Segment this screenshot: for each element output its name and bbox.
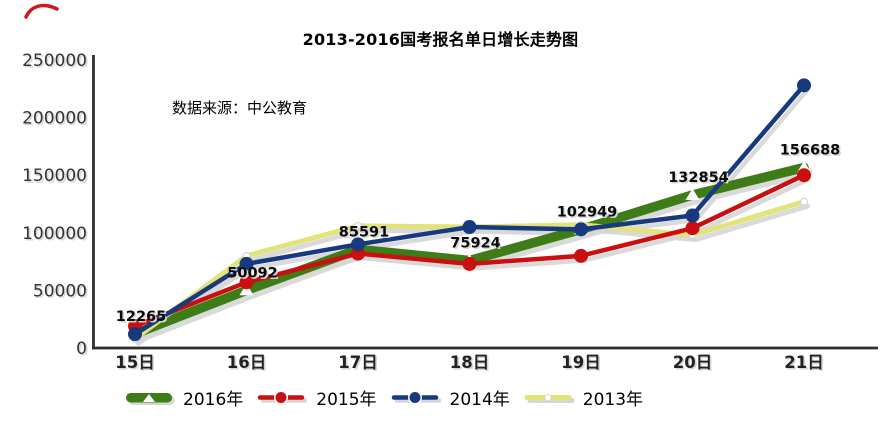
marker-dot-2014年 <box>574 222 588 237</box>
y-tick-label: 250000 <box>22 51 87 71</box>
marker-white-dot-2013年 <box>800 197 808 206</box>
legend-item-2015年: 2015年 <box>257 385 377 410</box>
legend-sample-circle <box>391 390 441 404</box>
data-label: 50092 <box>227 265 277 281</box>
legend-sample-circle <box>258 390 308 404</box>
chart-title: 2013-2016国考报名单日增长走势图 <box>302 30 579 49</box>
x-tick-label-shadow: 19日 <box>563 355 602 374</box>
x-tick-label-shadow: 15日 <box>117 355 156 374</box>
x-tick-label: 19日 <box>561 353 600 372</box>
data-label-shadow: 132854 <box>670 172 731 188</box>
legend-item-2014年: 2014年 <box>391 385 510 410</box>
x-tick-label-shadow: 21日 <box>786 355 825 374</box>
legend-sample-white-dot <box>524 393 575 403</box>
data-label: 85591 <box>339 224 389 240</box>
data-label: 75924 <box>450 236 500 252</box>
marker-dot-2014年 <box>462 220 477 235</box>
x-tick-label-shadow: 17日 <box>340 355 379 374</box>
x-tick-label-shadow: 20日 <box>674 355 713 374</box>
legend-label: 2016年 <box>183 390 244 410</box>
marker-dot-2014年 <box>351 237 365 252</box>
legend-sample-triangle <box>126 392 175 405</box>
legend: 2016年 2015年 2014年 2013年 <box>124 385 643 410</box>
x-tick-label-shadow: 16日 <box>228 355 267 374</box>
marker-dot-2015年 <box>574 248 588 263</box>
y-tick-label-shadow: 200000 <box>24 110 89 130</box>
x-tick-label: 18日 <box>450 353 489 372</box>
marker-dot-2014年 <box>685 208 700 223</box>
y-tick-label: 0 <box>76 339 87 359</box>
marker-triangle-2016年 <box>239 283 254 296</box>
red-mark-artifact-shape <box>24 3 59 19</box>
data-label-shadow: 50092 <box>229 267 279 283</box>
x-tick-label: 20日 <box>673 353 712 372</box>
y-tick-label-shadow: 50000 <box>35 283 89 303</box>
marker-dot-2015年 <box>239 275 254 290</box>
y-tick-label: 150000 <box>22 166 87 186</box>
marker-triangle-2016年 <box>685 188 700 200</box>
data-label-shadow: 85591 <box>340 226 390 242</box>
y-tick-label: 50000 <box>33 281 87 301</box>
x-tick-label-shadow: 18日 <box>451 355 490 374</box>
y-tick-label-shadow: 0 <box>78 341 89 361</box>
marker-dot-2015年 <box>462 256 477 271</box>
data-label-shadow: 75924 <box>452 237 502 253</box>
legend-label: 2013年 <box>582 390 644 410</box>
data-label-shadow: 102949 <box>558 206 619 222</box>
x-tick-label: 17日 <box>338 353 377 372</box>
x-tick-label: 16日 <box>227 353 266 372</box>
y-tick-label: 200000 <box>22 109 87 129</box>
y-tick-label-shadow: 100000 <box>24 225 89 245</box>
red-mark-artifact <box>16 0 76 26</box>
marker-dot-2015年 <box>797 168 811 183</box>
marker-dot-2015年 <box>685 221 700 236</box>
x-tick-label: 21日 <box>784 353 823 372</box>
y-tick-label-shadow: 150000 <box>24 168 89 188</box>
y-tick-label-shadow: 250000 <box>24 53 89 73</box>
legend-label: 2015年 <box>316 390 377 410</box>
data-label-shadow: 12265 <box>117 310 167 326</box>
data-label: 156688 <box>780 142 841 158</box>
data-label: 132854 <box>668 170 729 186</box>
y-tick-label: 100000 <box>22 224 87 244</box>
data-label: 12265 <box>116 309 166 325</box>
legend-item-2013年: 2013年 <box>524 385 643 410</box>
x-tick-label: 15日 <box>115 353 154 372</box>
data-label-shadow: 156688 <box>781 144 842 160</box>
marker-white-dot-2013年 <box>354 221 362 230</box>
source-note: 数据来源：中公教育 <box>172 99 308 117</box>
legend-label: 2014年 <box>449 390 510 410</box>
data-label: 102949 <box>557 204 618 220</box>
marker-dot-2014年 <box>797 78 811 93</box>
marker-dot-2014年 <box>128 327 142 342</box>
legend-item-2016年: 2016年 <box>124 385 243 410</box>
marker-dot-2014年 <box>239 256 254 271</box>
